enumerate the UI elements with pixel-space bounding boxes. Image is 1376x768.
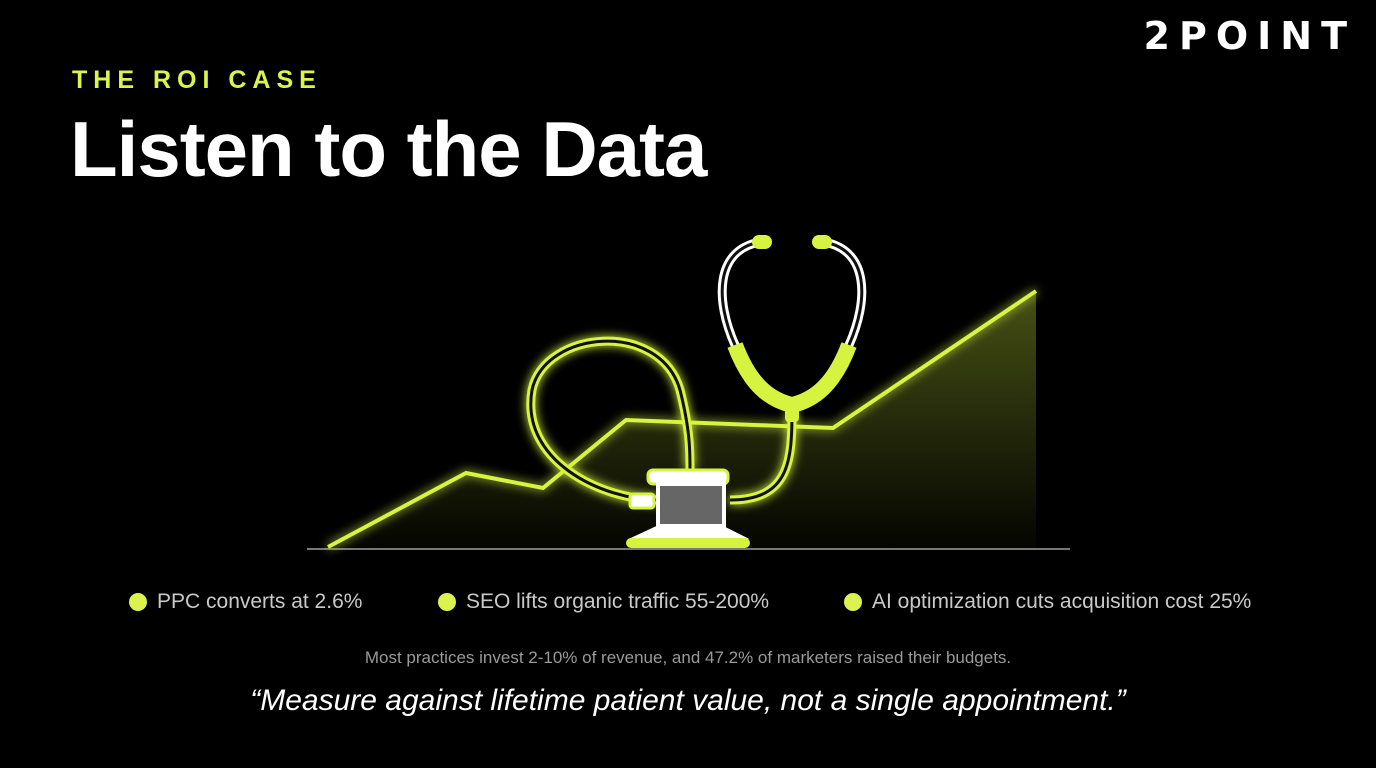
stethoscope xyxy=(526,235,867,548)
footnote: Most practices invest 2-10% of revenue, … xyxy=(364,648,1012,667)
bullet-dot xyxy=(129,593,147,611)
stat-text: SEO lifts organic traffic 55-200% xyxy=(466,590,770,613)
stat-item: SEO lifts organic traffic 55-200% xyxy=(438,590,769,614)
stat-item: AI optimization cuts acquisition cost 25… xyxy=(844,590,1251,614)
stat-text: AI optimization cuts acquisition cost 25… xyxy=(872,590,1252,613)
trend-line xyxy=(327,289,1038,549)
bullet-dot xyxy=(844,593,862,611)
trend-area xyxy=(328,291,1036,549)
stat-text: PPC converts at 2.6% xyxy=(157,590,363,613)
slide-title: Listen to the Data xyxy=(70,105,707,193)
bullet-dot xyxy=(438,593,456,611)
stat-list: PPC converts at 2.6% SEO lifts organic t… xyxy=(0,590,1376,620)
eyebrow: THE ROI CASE xyxy=(72,66,322,94)
stat-item: PPC converts at 2.6% xyxy=(129,590,362,614)
quote: “Measure against lifetime patient value,… xyxy=(250,684,1126,717)
brand-logo: 2POINT xyxy=(1143,14,1356,58)
